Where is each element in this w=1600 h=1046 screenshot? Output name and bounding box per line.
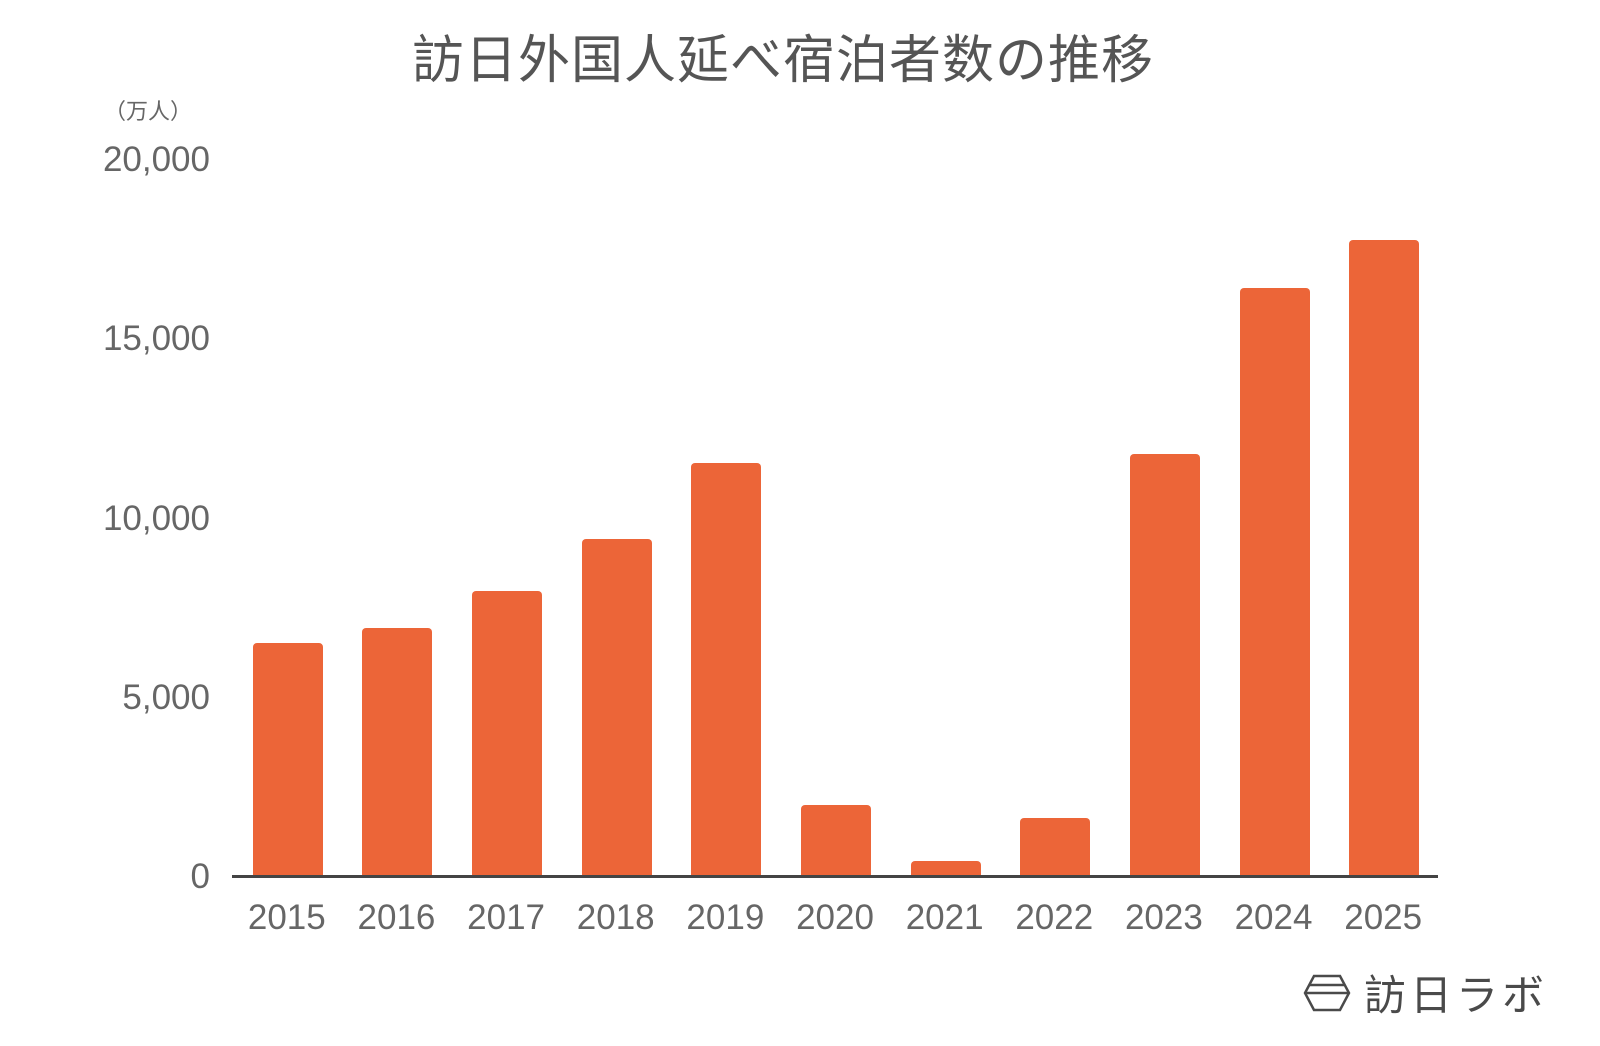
plot-area (232, 160, 1438, 877)
bar-2016 (362, 627, 433, 877)
x-tick-label: 2024 (1234, 898, 1313, 937)
x-tick-label: 2022 (1015, 898, 1094, 937)
y-tick-label: 5,000 (122, 677, 210, 717)
brand-watermark: 訪日ラボ (1302, 962, 1548, 1023)
x-tick-label: 2019 (686, 898, 765, 937)
bar-2021 (910, 860, 981, 877)
y-tick-label: 20,000 (102, 140, 210, 179)
x-tick-label: 2020 (796, 898, 874, 937)
y-axis-unit-label: （万人） (104, 100, 193, 125)
brand-name: 訪日ラボ (1363, 971, 1548, 1020)
bar-2025 (1349, 239, 1420, 877)
x-tick-label: 2023 (1124, 898, 1203, 937)
y-tick-label: 15,000 (102, 319, 210, 359)
bar-2018 (581, 538, 652, 877)
x-tick-label: 2025 (1344, 898, 1423, 937)
bar-2019 (691, 462, 762, 877)
chart-title: 訪日外国人延べ宿泊者数の推移 (411, 31, 1154, 91)
hexagon-logo-icon (1303, 974, 1351, 1011)
x-tick-label: 2021 (905, 898, 984, 937)
x-tick-label: 2017 (467, 898, 546, 937)
x-tick-label: 2015 (247, 898, 326, 937)
bar-2020 (801, 804, 871, 877)
bar-2022 (1020, 817, 1091, 877)
x-tick-label: 2016 (357, 898, 436, 937)
bar-2023 (1129, 453, 1200, 877)
x-tick-label: 2018 (576, 898, 655, 937)
bar-2015 (252, 642, 323, 877)
bar-2024 (1239, 288, 1310, 877)
y-tick-label: 10,000 (102, 498, 210, 538)
x-axis-line (232, 875, 1438, 878)
y-tick-label: 0 (190, 857, 210, 896)
bar-2017 (472, 590, 543, 877)
